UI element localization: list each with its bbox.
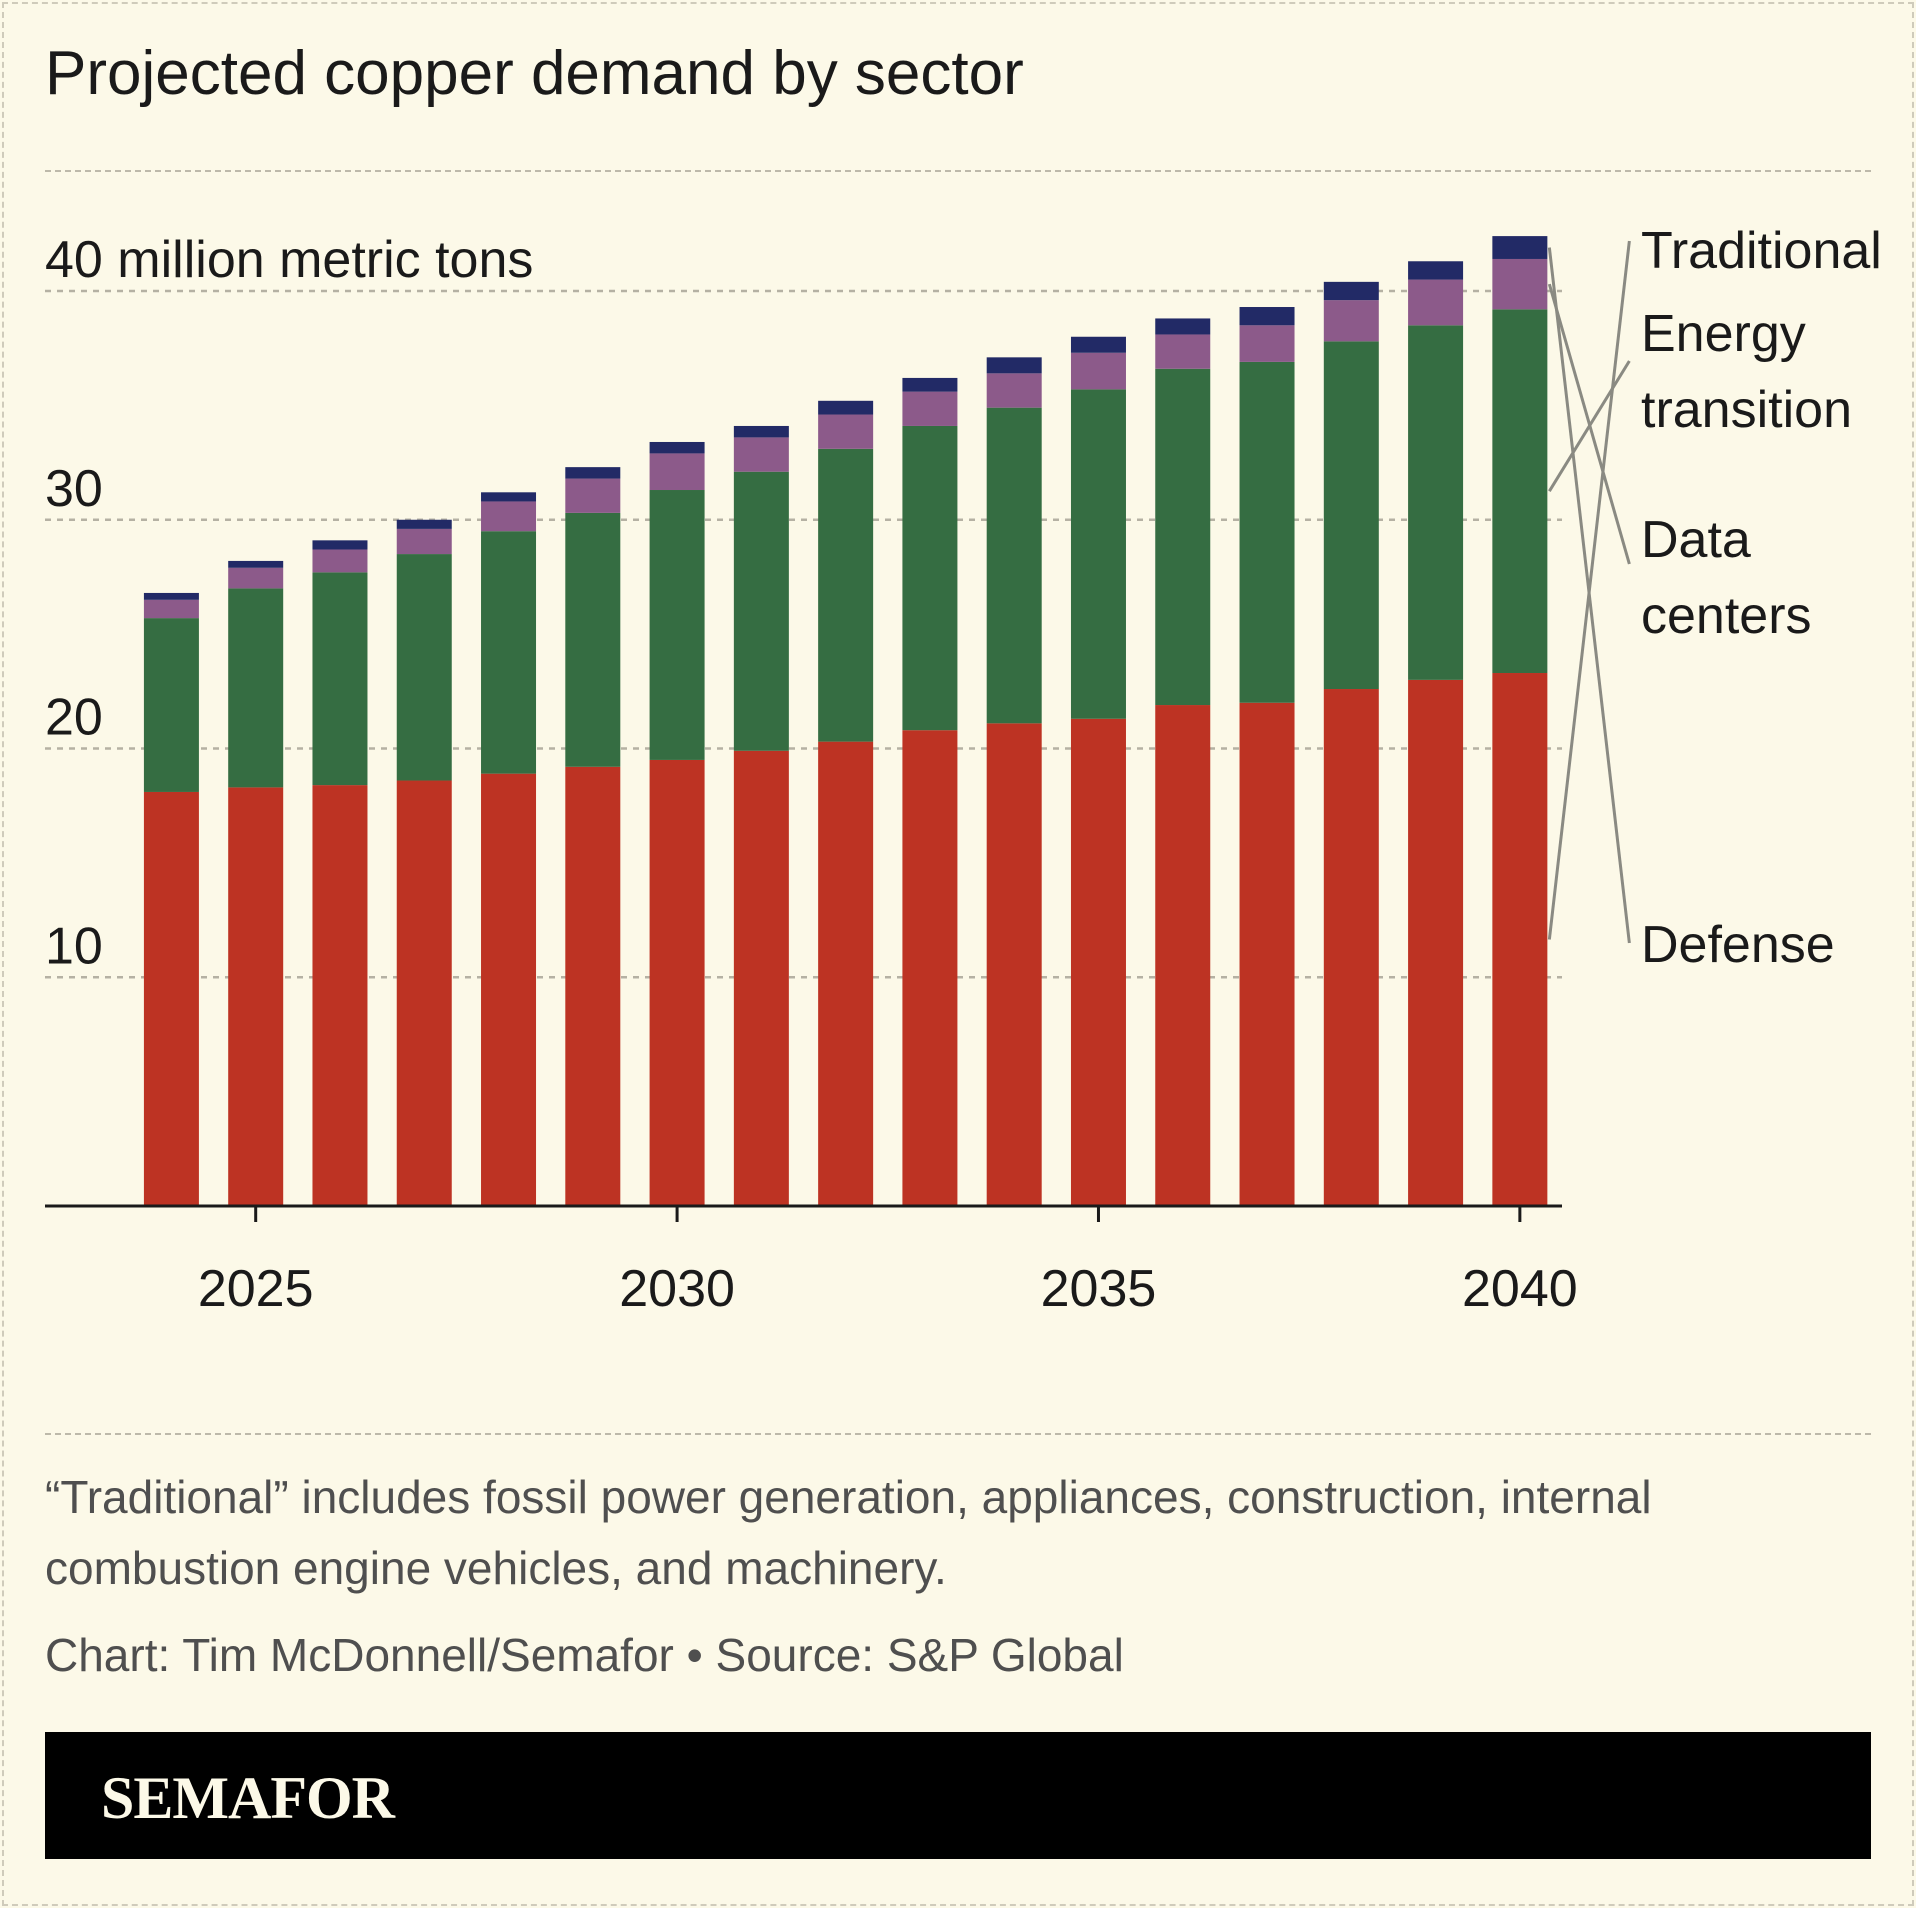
bar-segment bbox=[1239, 307, 1295, 326]
x-tick-label: 2040 bbox=[1462, 1260, 1578, 1318]
bar-segment bbox=[396, 780, 452, 1206]
bar-segment bbox=[733, 437, 789, 472]
bar-segment bbox=[1239, 361, 1295, 703]
bar-segment bbox=[565, 478, 621, 513]
bar-segment bbox=[312, 549, 368, 573]
brand: SEMAFOR bbox=[101, 1765, 395, 1831]
bar-segment bbox=[1492, 258, 1548, 310]
bar-segment bbox=[228, 588, 284, 788]
x-tick-label: 2030 bbox=[619, 1260, 735, 1318]
bar-segment bbox=[143, 791, 199, 1206]
y-tick-label: 30 bbox=[45, 460, 103, 518]
y-tick-label: 10 bbox=[45, 917, 103, 975]
legend-label: Data centers bbox=[1641, 511, 1812, 645]
bar-segment bbox=[818, 400, 874, 415]
bar-segment bbox=[1155, 334, 1211, 369]
legend-label: Traditional bbox=[1641, 222, 1882, 280]
bar-segment bbox=[565, 512, 621, 767]
bar-segment bbox=[143, 599, 199, 619]
bar-segment bbox=[902, 391, 958, 426]
bar-segment bbox=[1239, 702, 1295, 1206]
separator bbox=[45, 170, 1871, 172]
bar-segment bbox=[818, 741, 874, 1206]
bar-segment bbox=[649, 490, 705, 760]
legend-label: Energy transition bbox=[1641, 305, 1852, 439]
bar-segment bbox=[565, 766, 621, 1206]
bar-segment bbox=[902, 425, 958, 731]
separator bbox=[45, 1433, 1871, 1435]
bar-segment bbox=[1492, 673, 1548, 1206]
bar-segment bbox=[228, 787, 284, 1206]
bar-segment bbox=[481, 501, 537, 532]
bar-segment bbox=[1323, 300, 1379, 342]
bar-segment bbox=[1408, 679, 1464, 1206]
bar-segment bbox=[396, 554, 452, 781]
bar-segment bbox=[1070, 352, 1126, 390]
bar-segment bbox=[312, 540, 368, 550]
bar-segment bbox=[396, 528, 452, 555]
bar-segment bbox=[986, 407, 1042, 724]
bar-segment bbox=[1408, 279, 1464, 326]
bar-segment bbox=[1239, 325, 1295, 362]
bar-segment bbox=[902, 730, 958, 1206]
credit: Chart: Tim McDonnell/Semafor • Source: S… bbox=[45, 1629, 1124, 1681]
bar-segment bbox=[733, 471, 789, 751]
x-tick-label: 2035 bbox=[1041, 1260, 1157, 1318]
bar-segment bbox=[1323, 341, 1379, 690]
bar-segment bbox=[143, 618, 199, 792]
legend-label: Defense bbox=[1641, 916, 1835, 974]
bar-segment bbox=[1408, 325, 1464, 680]
legend-leader bbox=[1547, 247, 1631, 944]
legend-leader bbox=[1547, 283, 1631, 565]
bar-segment bbox=[1323, 281, 1379, 301]
bar-segment bbox=[986, 357, 1042, 374]
bar-segment bbox=[649, 453, 705, 491]
bar-segment bbox=[818, 448, 874, 742]
bar-segment bbox=[565, 467, 621, 479]
bar-segment bbox=[986, 373, 1042, 408]
bar-segment bbox=[1323, 689, 1379, 1206]
y-tick-label: 20 bbox=[45, 689, 103, 747]
bar-segment bbox=[228, 567, 284, 589]
bar-segment bbox=[1492, 309, 1548, 674]
bar-segment bbox=[1155, 705, 1211, 1206]
bar-segment bbox=[1408, 261, 1464, 280]
bar-segment bbox=[818, 414, 874, 449]
bar-segment bbox=[649, 441, 705, 454]
bar-segment bbox=[1070, 718, 1126, 1206]
bar-segment bbox=[986, 723, 1042, 1206]
y-tick-label: 40 million metric tons bbox=[45, 231, 533, 289]
brand-bar bbox=[45, 1732, 1871, 1859]
bar-segment bbox=[1070, 389, 1126, 719]
bar-segment bbox=[312, 572, 368, 786]
bar-segment bbox=[481, 531, 537, 774]
bar-segment bbox=[1155, 318, 1211, 335]
bar-segment bbox=[1070, 336, 1126, 353]
bar-segment bbox=[649, 759, 705, 1206]
bar-segment bbox=[733, 750, 789, 1206]
bar-segment bbox=[733, 425, 789, 438]
bar-segment bbox=[481, 773, 537, 1206]
bar-segment bbox=[1155, 368, 1211, 706]
chart-title: Projected copper demand by sector bbox=[45, 39, 1024, 108]
bar-segment bbox=[1492, 236, 1548, 259]
bar-segment bbox=[228, 560, 284, 568]
bar-segment bbox=[143, 592, 199, 600]
note: “Traditional” includes fossil power gene… bbox=[45, 1471, 1652, 1594]
bar-segment bbox=[902, 377, 958, 392]
bar-segment bbox=[312, 785, 368, 1206]
bar-segment bbox=[396, 519, 452, 529]
bar-segment bbox=[481, 492, 537, 502]
x-tick-label: 2025 bbox=[198, 1260, 314, 1318]
